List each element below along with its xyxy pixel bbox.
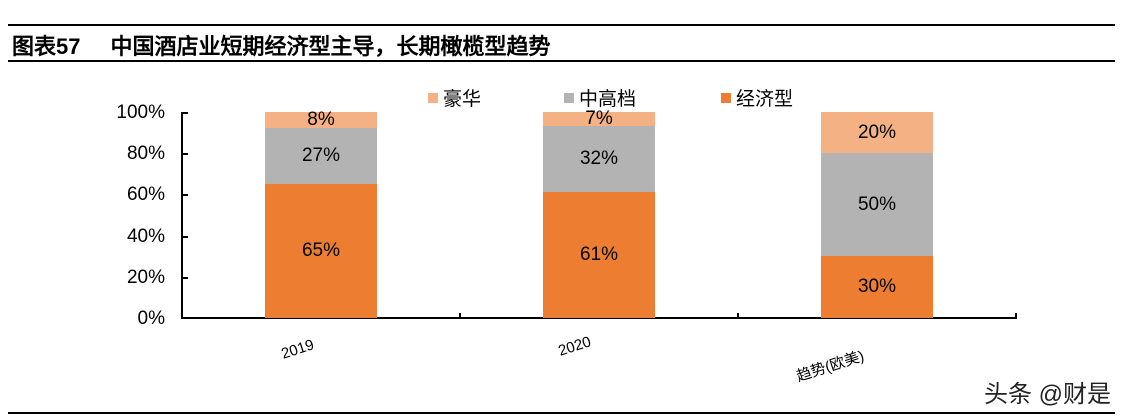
bar-segment-midhigh: 50% [821,153,933,256]
y-tick-label: 80% [126,143,165,164]
bar-segment-luxury: 20% [821,112,933,153]
legend-swatch-midhigh [564,92,574,103]
bar-segment-midhigh: 27% [265,128,377,184]
data-label: 20% [857,121,897,143]
data-label: 30% [857,276,897,297]
data-label: 65% [301,240,341,261]
legend-item-economy: 经济型 [721,84,793,111]
header-top-rule [8,24,1115,26]
x-tick-label: 2019 [279,336,317,363]
chart-legend: 豪华 中高档 经济型 [0,84,1123,111]
legend-label: 豪华 [443,89,482,110]
x-tick-label: 趋势(欧美) [794,347,867,386]
bar-segment-economy: 61% [543,192,655,318]
legend-label: 中高档 [579,89,637,110]
bar-segment-midhigh: 32% [543,126,655,192]
data-label: 27% [301,145,341,166]
bar-segment-economy: 65% [265,184,377,318]
data-label: 8% [307,109,335,130]
bar-trend-west: 20% 50% 30% [821,112,933,318]
y-tick [182,112,188,114]
y-tick [182,153,188,155]
legend-swatch-economy [721,92,731,103]
y-tick-label: 60% [126,184,165,205]
bar-segment-luxury: 8% [265,109,377,130]
legend-label: 经济型 [736,89,794,110]
x-axis [181,317,1017,319]
data-label: 50% [857,193,897,215]
footer-rule [8,412,1115,414]
x-tick [459,313,461,318]
x-tick [1015,313,1017,318]
watermark: 头条 @财是 [983,381,1111,408]
data-label: 61% [579,244,619,265]
bar-segment-economy: 30% [821,256,933,318]
x-tick [737,313,739,318]
legend-item-luxury: 豪华 [428,84,481,111]
figure-number: 图表57 [12,34,81,59]
y-tick-label: 40% [126,226,165,247]
figure-title-text: 中国酒店业短期经济型主导，长期橄榄型趋势 [110,34,551,59]
y-tick-label: 100% [116,102,165,123]
y-axis [181,112,183,319]
legend-swatch-luxury [428,92,438,103]
legend-item-midhigh: 中高档 [564,84,636,111]
data-label: 32% [579,148,619,169]
y-tick [182,194,188,196]
bar-2020: 7% 32% 61% [543,108,655,318]
header-bottom-rule [8,60,1115,62]
bar-2019: 8% 27% 65% [265,109,377,318]
x-tick-label: 2020 [556,333,594,360]
data-label: 7% [585,108,613,129]
y-tick-label: 20% [126,267,165,288]
y-tick-label: 0% [137,308,165,329]
figure-title: 图表57 中国酒店业短期经济型主导，长期橄榄型趋势 [12,29,551,61]
y-tick [182,277,188,279]
y-tick [182,236,188,238]
bar-segment-luxury: 7% [543,108,655,129]
